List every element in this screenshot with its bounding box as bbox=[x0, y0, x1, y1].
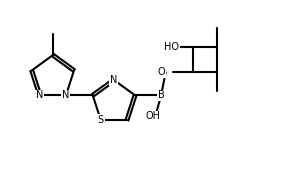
Text: N: N bbox=[110, 75, 118, 85]
Text: B: B bbox=[158, 90, 164, 100]
Text: N: N bbox=[36, 90, 44, 100]
Text: N: N bbox=[62, 90, 70, 100]
Text: O: O bbox=[157, 67, 165, 77]
Text: S: S bbox=[98, 115, 104, 125]
Text: HO: HO bbox=[164, 42, 179, 52]
Text: OH: OH bbox=[146, 111, 161, 121]
